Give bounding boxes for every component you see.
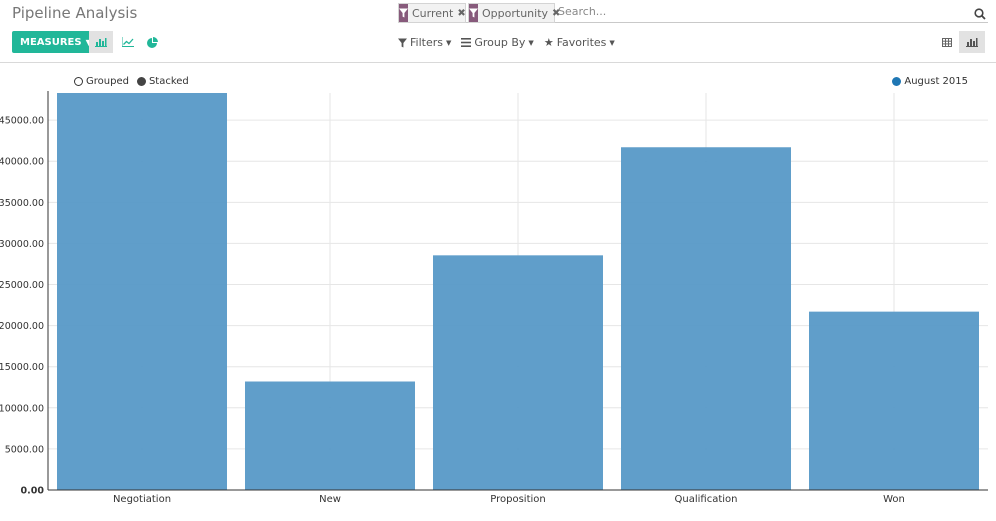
close-icon[interactable]: ✖ <box>552 7 561 19</box>
caret-down-icon: ▼ <box>609 38 615 47</box>
filters-menu[interactable]: Filters ▼ <box>398 36 451 49</box>
y-tick-label: 40000.00 <box>0 157 44 168</box>
pie-chart-button[interactable] <box>140 31 164 53</box>
stacked-option[interactable]: Stacked <box>136 76 189 87</box>
search-bar: Current ✖ Opportunity ✖ <box>398 2 988 23</box>
favorites-menu[interactable]: ★ Favorites ▼ <box>544 36 615 49</box>
grouped-option[interactable]: Grouped <box>74 76 129 87</box>
favorites-label: Favorites <box>556 36 607 49</box>
bar-new[interactable] <box>245 381 415 490</box>
bar-negotiation[interactable] <box>57 93 227 490</box>
star-icon: ★ <box>543 36 554 49</box>
facet-label: Current <box>412 6 454 20</box>
stacked-label: Stacked <box>148 76 189 87</box>
control-panel: Pipeline Analysis Current ✖ Opportunity … <box>0 0 996 63</box>
caret-down-icon: ▼ <box>528 38 534 47</box>
groupby-menu[interactable]: Group By ▼ <box>461 36 534 49</box>
x-tick-label: New <box>319 494 341 505</box>
y-tick-label: 45000.00 <box>0 116 44 127</box>
filters-label: Filters <box>410 36 443 49</box>
bar-chart-button[interactable] <box>89 31 113 53</box>
caret-down-icon: ▼ <box>86 38 92 47</box>
line-chart-icon <box>122 37 134 47</box>
bar-chart-icon <box>95 38 107 47</box>
y-tick-label: 10000.00 <box>0 403 44 414</box>
y-tick-label: 35000.00 <box>0 198 44 209</box>
bar-chart: 0.00 5000.00 10000.00 15000.00 20000.00 25000… <box>0 91 988 505</box>
graph-view-icon <box>966 38 978 47</box>
chart-mode-controls: Grouped Stacked <box>74 76 189 87</box>
table-view-icon <box>942 37 952 47</box>
x-tick-label: Won <box>883 494 905 505</box>
legend-dot-icon <box>892 77 902 86</box>
search-options: Filters ▼ Group By ▼ ★ Favorites ▼ <box>398 36 615 49</box>
y-tick-label: 30000.00 <box>0 239 44 250</box>
page-title: Pipeline Analysis <box>12 4 138 22</box>
search-facet-current[interactable]: Current ✖ <box>398 3 466 23</box>
search-facet-opportunity[interactable]: Opportunity ✖ <box>468 3 560 23</box>
groupby-label: Group By <box>474 36 526 49</box>
line-chart-button[interactable] <box>116 31 140 53</box>
bar-proposition[interactable] <box>433 255 603 490</box>
measures-label: MEASURES <box>20 36 82 48</box>
chart-legend[interactable]: August 2015 <box>892 76 968 87</box>
x-tick-label: Negotiation <box>113 494 171 505</box>
bar-qualification[interactable] <box>621 147 791 490</box>
x-tick-label: Proposition <box>490 494 545 505</box>
y-tick-label: 0.00 <box>21 486 45 497</box>
measures-button[interactable]: MEASURES ▼ <box>12 31 100 53</box>
y-tick-label: 15000.00 <box>0 362 44 373</box>
chart-area: Grouped Stacked August 2015 0.00 5000.00 1… <box>0 63 996 521</box>
x-tick-label: Qualification <box>675 494 738 505</box>
facet-label: Opportunity <box>482 6 549 20</box>
search-input[interactable] <box>558 3 958 20</box>
bar-won[interactable] <box>809 311 979 490</box>
filter-icon <box>399 4 408 22</box>
y-tick-label: 5000.00 <box>5 444 44 455</box>
bars-icon <box>461 38 472 47</box>
y-tick-label: 20000.00 <box>0 321 44 332</box>
radio-filled-icon <box>136 77 146 86</box>
y-tick-label: 25000.00 <box>0 280 44 291</box>
radio-open-icon <box>74 77 83 86</box>
legend-label: August 2015 <box>904 76 968 87</box>
close-icon[interactable]: ✖ <box>457 7 466 19</box>
graph-view-button[interactable] <box>959 31 985 53</box>
search-icon[interactable] <box>974 5 986 24</box>
pie-chart-icon <box>146 36 158 48</box>
caret-down-icon: ▼ <box>445 38 452 47</box>
table-view-button[interactable] <box>935 31 959 53</box>
filter-icon <box>469 4 478 22</box>
filter-icon <box>398 38 407 47</box>
grouped-label: Grouped <box>86 76 129 87</box>
